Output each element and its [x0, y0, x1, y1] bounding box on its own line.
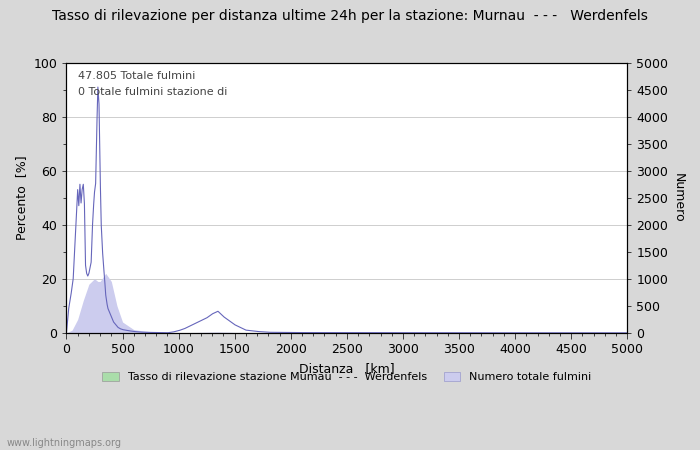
Y-axis label: Percento  [%]: Percento [%]	[15, 155, 28, 240]
Text: www.lightningmaps.org: www.lightningmaps.org	[7, 438, 122, 448]
X-axis label: Distanza   [km]: Distanza [km]	[299, 362, 395, 375]
Text: 47.805 Totale fulmini: 47.805 Totale fulmini	[78, 71, 195, 81]
Y-axis label: Numero: Numero	[672, 173, 685, 222]
Text: Tasso di rilevazione per distanza ultime 24h per la stazione: Murnau  - - -   We: Tasso di rilevazione per distanza ultime…	[52, 9, 648, 23]
Legend: Tasso di rilevazione stazione Mumau  - - -  Werdenfels, Numero totale fulmini: Tasso di rilevazione stazione Mumau - - …	[98, 368, 596, 387]
Text: 0 Totale fulmini stazione di: 0 Totale fulmini stazione di	[78, 87, 227, 97]
